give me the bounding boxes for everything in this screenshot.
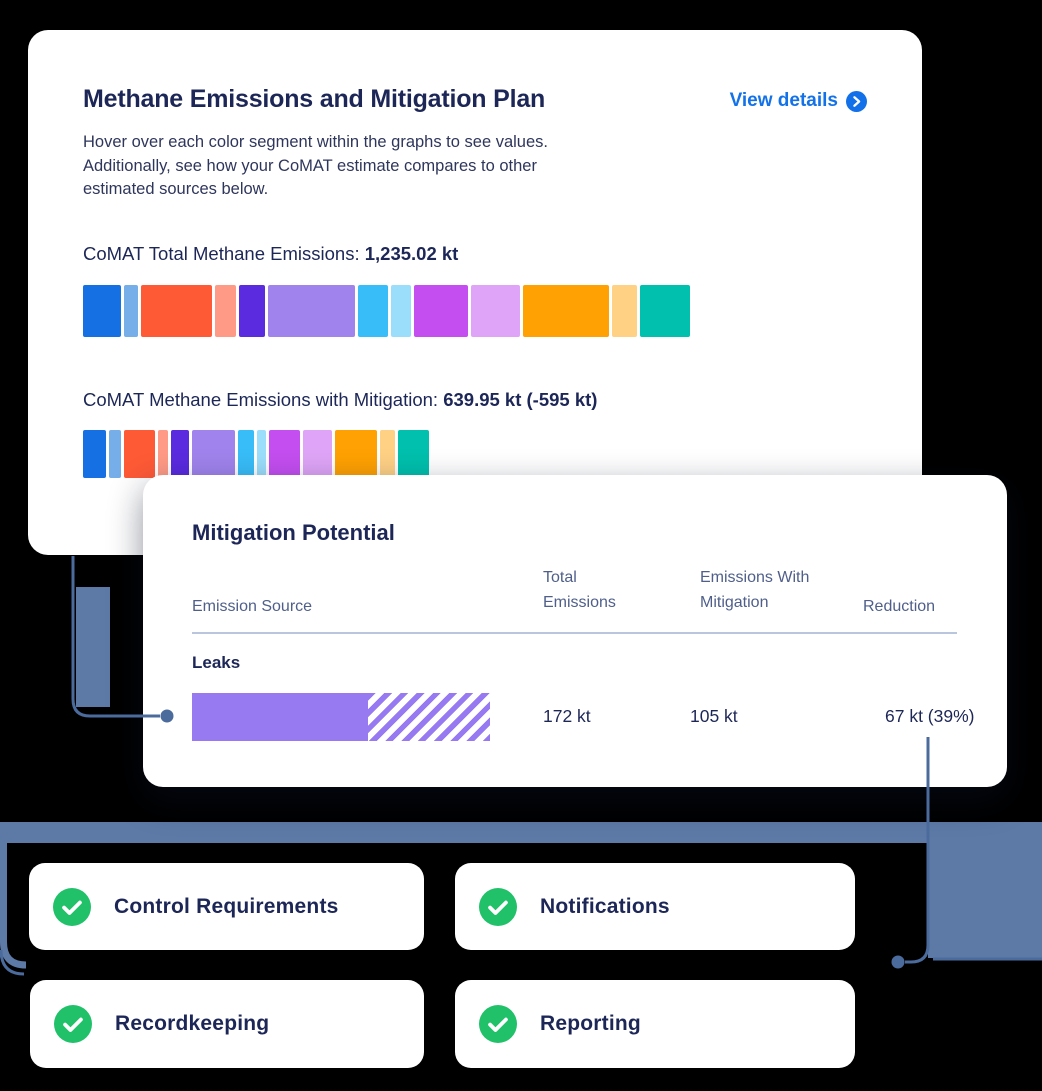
bar-segment[interactable] xyxy=(215,285,236,337)
bar-segment[interactable] xyxy=(141,285,212,337)
check-circle-icon xyxy=(479,1005,517,1043)
bar-segment[interactable] xyxy=(192,430,235,478)
background-band xyxy=(0,822,1042,843)
chevron-right-circle-icon xyxy=(846,90,867,112)
methane-emissions-card: Methane Emissions and Mitigation Plan Vi… xyxy=(28,30,922,555)
bar-segment[interactable] xyxy=(523,285,609,337)
bar-segment[interactable] xyxy=(358,285,388,337)
background-right-block xyxy=(928,822,1042,958)
mitigation-card-title: Mitigation Potential xyxy=(192,520,395,545)
left-edge-elbow xyxy=(0,843,27,969)
bar-segment[interactable] xyxy=(83,430,106,478)
column-header-emission-source: Emission Source xyxy=(192,598,313,615)
checklist-card-control-requirements[interactable]: Control Requirements xyxy=(29,863,424,950)
checklist-label: Notifications xyxy=(540,894,670,918)
bar-segment[interactable] xyxy=(303,430,332,478)
checklist-card-reporting[interactable]: Reporting xyxy=(455,980,855,1068)
bar-segment[interactable] xyxy=(391,285,411,337)
bar-segment[interactable] xyxy=(335,430,377,478)
checklist-label: Recordkeeping xyxy=(115,1012,270,1035)
row-reduction-value: 67 kt (39%) xyxy=(885,706,975,726)
bar-segment[interactable] xyxy=(83,285,121,337)
check-circle-icon xyxy=(53,887,91,926)
checklist-label: Control Requirements xyxy=(114,894,339,918)
bar-segment[interactable] xyxy=(414,285,468,337)
leaks-mitigation-bar[interactable] xyxy=(192,693,490,741)
view-details-link[interactable]: View details xyxy=(730,90,867,112)
total-emissions-label: CoMAT Total Methane Emissions: 1,235.02 … xyxy=(83,243,459,264)
card-description: Hover over each color segment within the… xyxy=(83,131,548,202)
bar-segment[interactable] xyxy=(380,430,395,478)
bar-segment[interactable] xyxy=(158,430,168,478)
bar-segment[interactable] xyxy=(612,285,637,337)
description-line: Additionally, see how your CoMAT estimat… xyxy=(83,156,537,175)
check-circle-icon xyxy=(479,887,517,926)
bar-segment[interactable] xyxy=(124,285,138,337)
view-details-label: View details xyxy=(729,90,838,111)
bar-segment[interactable] xyxy=(269,430,300,478)
leaks-bar-solid-segment[interactable] xyxy=(192,693,368,741)
bar-segment[interactable] xyxy=(398,430,429,478)
bar-segment[interactable] xyxy=(640,285,690,337)
checklist-card-notifications[interactable]: Notifications xyxy=(455,863,855,950)
bar-segment[interactable] xyxy=(239,285,265,337)
bar-segment[interactable] xyxy=(471,285,520,337)
connector-right-dot xyxy=(891,955,905,969)
row-total-emissions-value: 172 kt xyxy=(543,706,591,726)
mitigation-potential-card: Mitigation Potential Emission Source Tot… xyxy=(143,475,1007,787)
column-header-total-emissions: Total Emissions xyxy=(543,569,616,611)
total-emissions-bar[interactable] xyxy=(83,285,690,337)
row-emissions-with-mitigation-value: 105 kt xyxy=(690,706,738,726)
bar-segment[interactable] xyxy=(171,430,189,478)
description-line: Hover over each color segment within the… xyxy=(83,133,548,151)
checklist-card-recordkeeping[interactable]: Recordkeeping xyxy=(30,980,424,1068)
left-edge-thin-line xyxy=(0,949,25,976)
bar-segment[interactable] xyxy=(109,430,121,478)
mitigated-emissions-bar[interactable] xyxy=(83,430,431,478)
bar-segment[interactable] xyxy=(257,430,266,478)
description-line: estimated sources below. xyxy=(83,180,269,198)
background-left-rect xyxy=(76,587,110,707)
card-title: Methane Emissions and Mitigation Plan xyxy=(83,85,546,113)
check-circle-icon xyxy=(54,1005,92,1043)
column-header-emissions-with-mitigation: Emissions With Mitigation xyxy=(700,569,810,611)
table-header-divider xyxy=(192,632,957,634)
checklist-label: Reporting xyxy=(540,1012,641,1035)
column-header-reduction: Reduction xyxy=(863,598,936,615)
bar-segment[interactable] xyxy=(268,285,355,337)
mitigated-emissions-label: CoMAT Methane Emissions with Mitigation:… xyxy=(83,389,598,410)
bar-segment[interactable] xyxy=(238,430,254,478)
bar-segment[interactable] xyxy=(124,430,155,478)
row-source-label: Leaks xyxy=(192,653,241,672)
leaks-bar-hatched-segment[interactable] xyxy=(368,693,490,741)
